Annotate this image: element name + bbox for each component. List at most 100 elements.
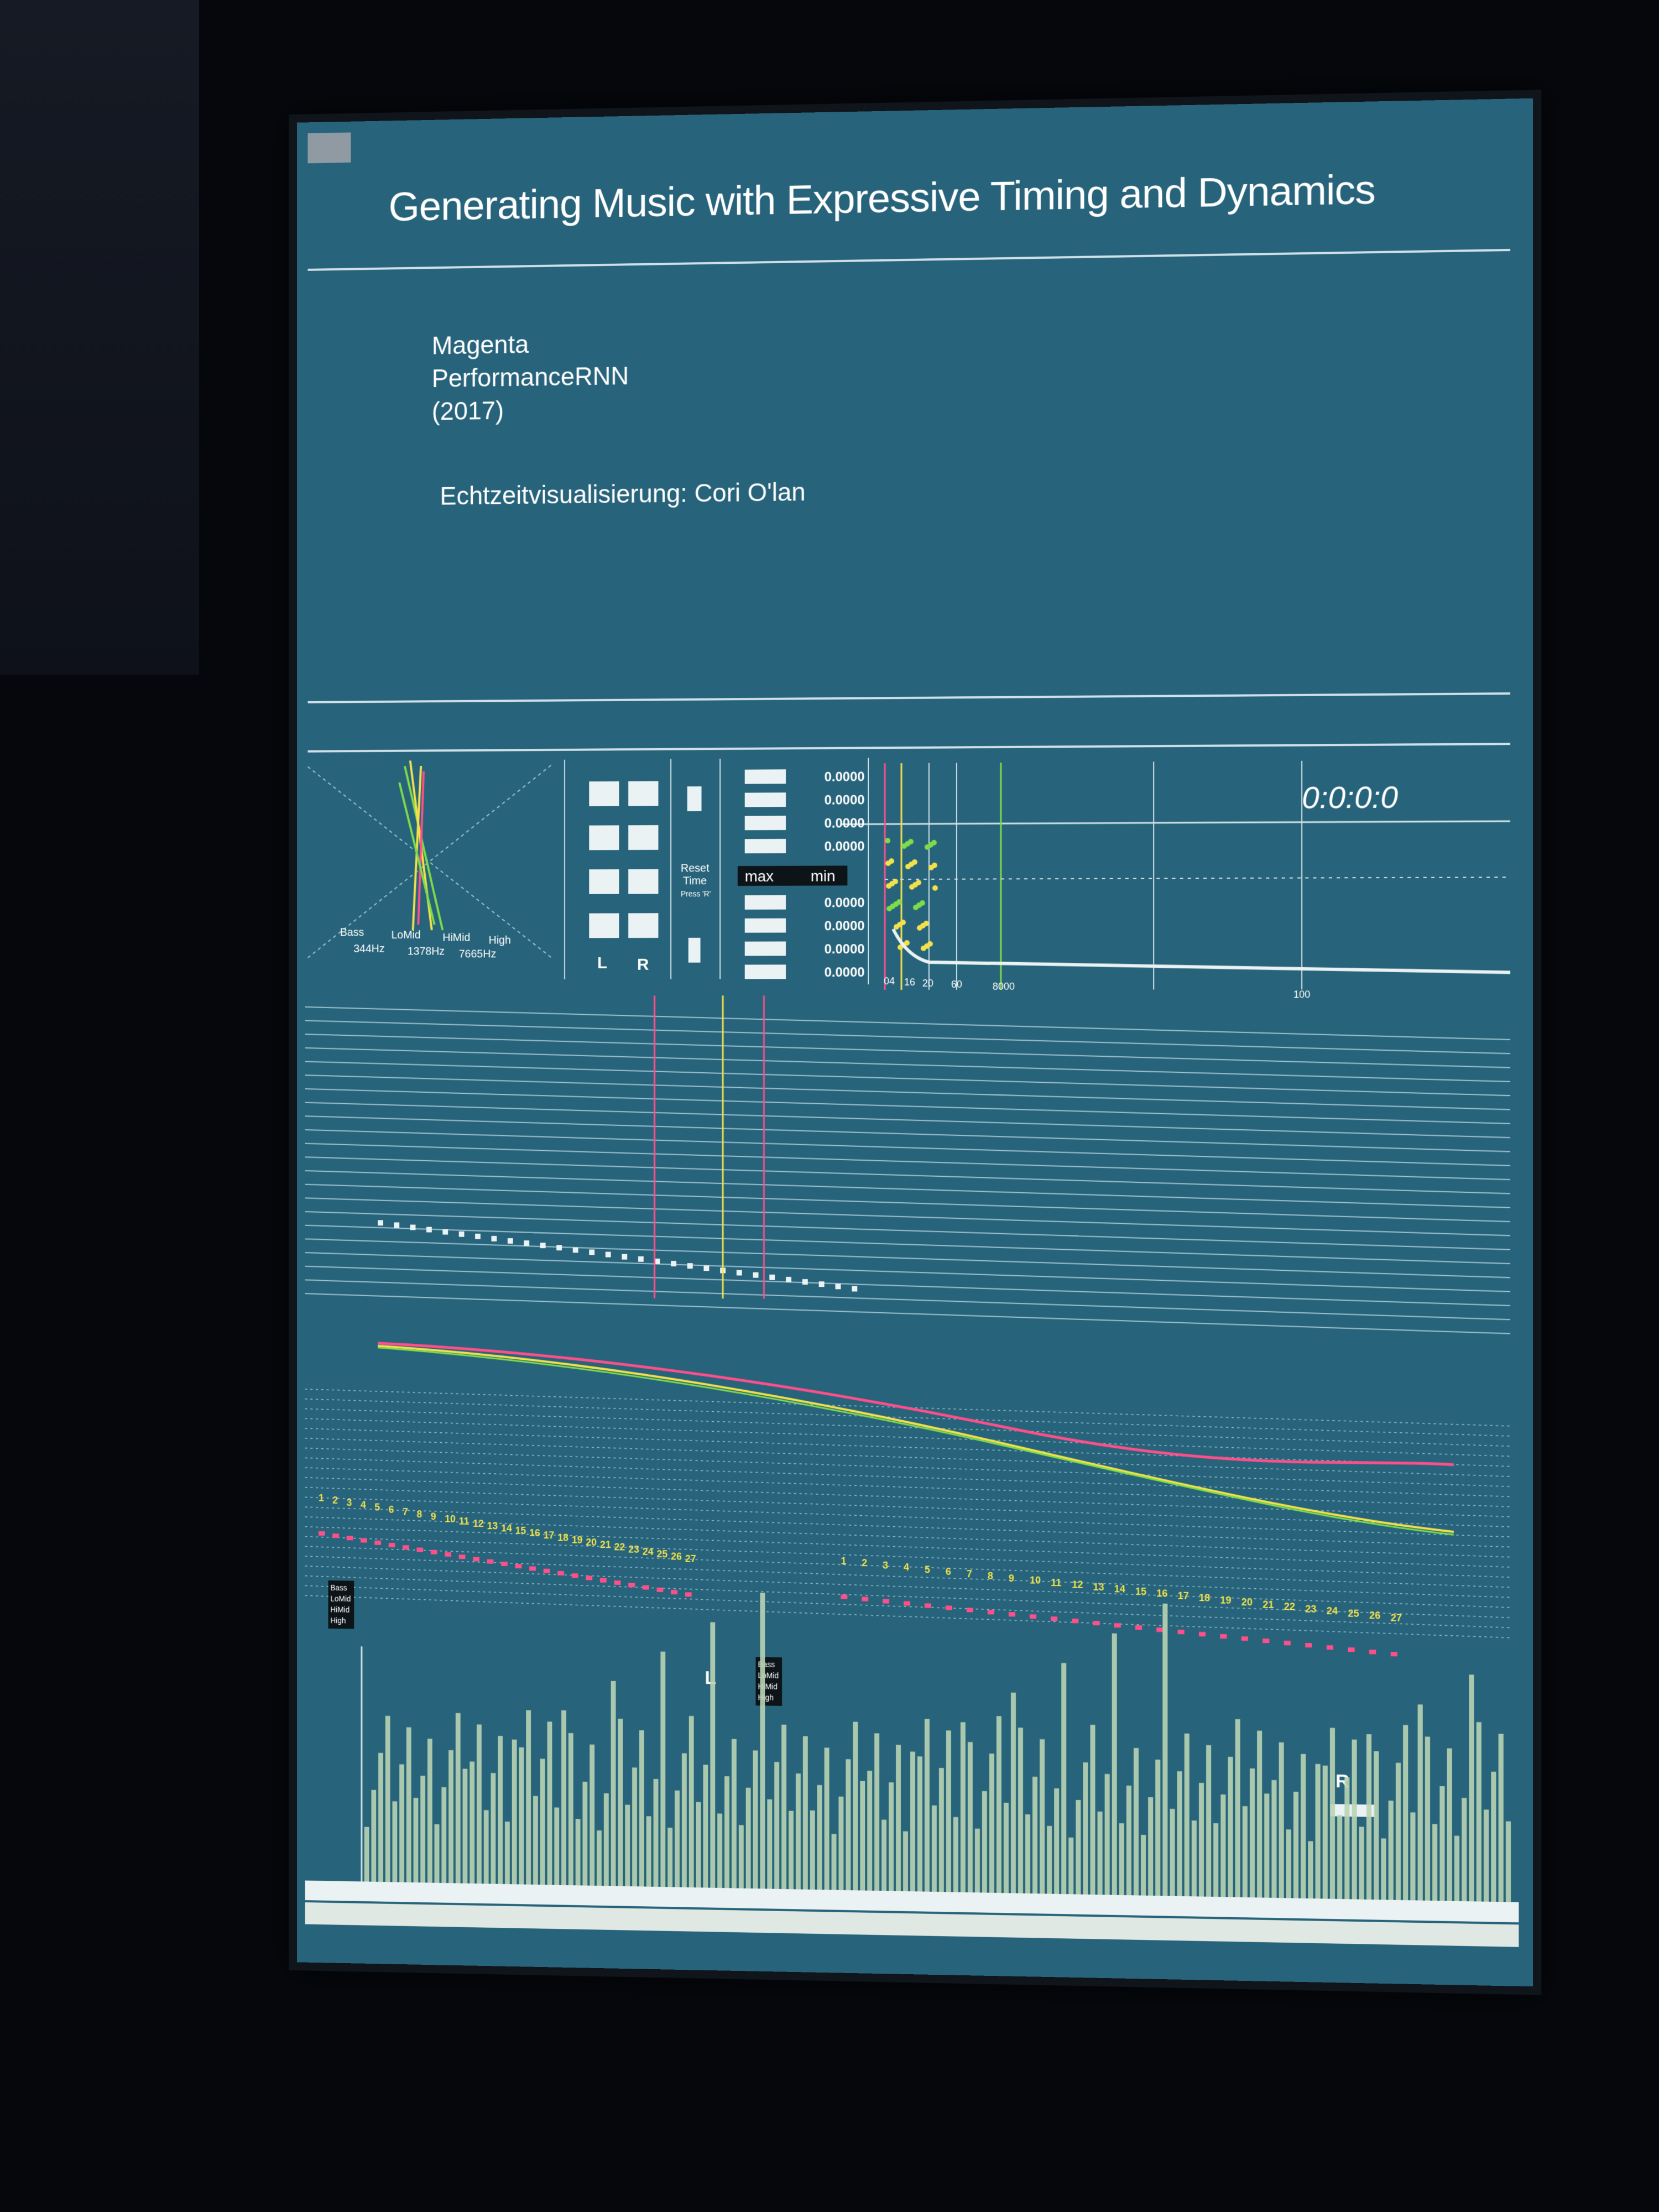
max-bar (745, 839, 786, 853)
beat-marker (544, 1569, 550, 1573)
waveform-peak (910, 1751, 915, 1891)
history-marker (589, 1249, 594, 1255)
beat-marker (529, 1566, 536, 1571)
channel-label-left: L (597, 954, 607, 972)
waveform-peak (1337, 1815, 1342, 1899)
history-lane (305, 1116, 1510, 1151)
history-marker (638, 1256, 644, 1262)
beat-marker (841, 1595, 847, 1599)
waveform-peak (903, 1831, 908, 1891)
waveform-peak (540, 1759, 545, 1885)
waveform-peak (874, 1733, 879, 1891)
beat-label: 8 (988, 1571, 993, 1582)
waveform-peak (889, 1782, 894, 1891)
beat-label: 18 (1199, 1592, 1210, 1604)
waveform-peak (1112, 1634, 1117, 1895)
beat-marker (1199, 1632, 1206, 1636)
credit-line-3: (2017) (432, 395, 504, 426)
meter-right-segment (628, 913, 658, 938)
history-lane (305, 1130, 1510, 1166)
waveform-peak (618, 1719, 623, 1886)
beat-marker (1262, 1639, 1269, 1643)
waveform-peak (1170, 1809, 1175, 1896)
beat-label: 8 (416, 1509, 422, 1520)
spectrum-tick: 16 (904, 977, 915, 988)
beat-marker (374, 1541, 381, 1545)
beat-label: 24 (643, 1546, 654, 1557)
reset-time-control[interactable]: Reset Time Press 'R' (671, 759, 720, 979)
beat-label: 18 (557, 1532, 568, 1543)
beat-marker (1072, 1619, 1078, 1623)
waveform-peak (717, 1813, 722, 1888)
waveform-peak (982, 1791, 987, 1893)
beat-marker (1093, 1621, 1099, 1625)
beat-label: 10 (445, 1514, 456, 1525)
history-marker (475, 1234, 481, 1239)
reset-hint: Press 'R' (681, 889, 711, 898)
waveform-peak (654, 1779, 659, 1887)
beat-marker (1178, 1630, 1185, 1634)
beat-marker (883, 1599, 889, 1603)
waveform-peak (796, 1773, 801, 1890)
beat-marker (557, 1571, 564, 1575)
waveform-peak (1425, 1736, 1430, 1901)
minmax-readouts: 0.0000 0.0000 0.0000 0.0000 max min 0.00… (738, 758, 868, 984)
history-marker (655, 1259, 660, 1264)
history-lane-dashed (305, 1488, 1510, 1527)
waveform-peak (946, 1730, 951, 1892)
waveform-peak (789, 1811, 794, 1890)
waveform-peak (825, 1747, 830, 1890)
level-meters: L R (565, 759, 658, 979)
waveform-peak (867, 1771, 872, 1891)
waveform-peak (1308, 1841, 1313, 1898)
beat-marker (1156, 1627, 1163, 1632)
value-readout: 0.0000 (825, 942, 865, 957)
value-readout: 0.0000 (825, 895, 865, 910)
meter-left-segment (589, 825, 619, 850)
beat-marker (1114, 1623, 1121, 1627)
min-bar (745, 895, 786, 910)
waveform-peak (582, 1782, 587, 1886)
waveform-peak (469, 1761, 474, 1884)
min-bar (745, 964, 786, 979)
trend-curve-mid (378, 1346, 1454, 1532)
legend-item: Bass (330, 1583, 347, 1592)
waveform-peak (860, 1781, 865, 1891)
history-marker (802, 1279, 808, 1285)
history-lane-dashed (305, 1438, 1510, 1477)
legend-item: High (330, 1616, 346, 1625)
beat-marker (332, 1533, 339, 1538)
waveform-peak (568, 1733, 573, 1885)
beat-marker (1009, 1612, 1015, 1616)
waveform-peak (1090, 1725, 1095, 1895)
waveform-peak (1432, 1824, 1437, 1901)
waveform-peak (1389, 1801, 1394, 1900)
spectrum-dot (901, 843, 907, 849)
waveform-peak (1213, 1823, 1218, 1897)
beat-marker (501, 1562, 508, 1566)
history-lane (305, 1171, 1510, 1208)
waveform-peak (1068, 1838, 1073, 1895)
spectrum-tick: 8000 (993, 981, 1015, 992)
history-lane-dashed (305, 1408, 1510, 1446)
window-corner-widget (308, 133, 351, 164)
history-marker (491, 1236, 497, 1241)
waveform-peak (561, 1710, 566, 1885)
waveform-peak (604, 1793, 609, 1886)
waveform-peak (639, 1730, 644, 1887)
waveform-peak (1199, 1783, 1204, 1897)
waveform-peak (961, 1722, 966, 1892)
waveform-peak (632, 1767, 637, 1886)
band-label-himid: HiMid (442, 932, 470, 944)
history-marker (426, 1227, 432, 1233)
beat-label: 27 (1391, 1612, 1402, 1624)
waveform-peak (1484, 1809, 1489, 1902)
beat-label: 11 (1051, 1577, 1061, 1588)
waveform-peak (1235, 1719, 1240, 1897)
beat-label: 14 (501, 1522, 512, 1533)
waveform-peak (1155, 1760, 1160, 1896)
spectrum-threshold (885, 877, 1510, 879)
max-bar (745, 769, 786, 784)
beat-label: 13 (487, 1520, 498, 1531)
waveform-peak (1323, 1766, 1328, 1899)
